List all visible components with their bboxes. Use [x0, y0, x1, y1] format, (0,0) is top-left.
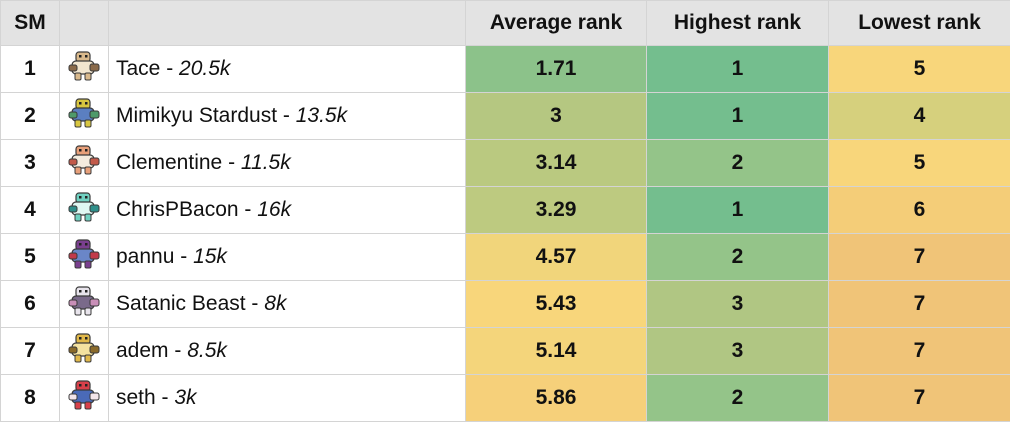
player-name: adem [116, 339, 169, 362]
lowest-rank-cell[interactable]: 6 [829, 187, 1010, 234]
average-rank-cell[interactable]: 5.43 [466, 281, 647, 328]
header-average-rank[interactable]: Average rank [466, 1, 647, 46]
sprite-cell[interactable] [60, 234, 109, 281]
satanic-beast-sprite-icon [65, 282, 103, 326]
sprite-cell[interactable] [60, 140, 109, 187]
sm-cell[interactable]: 1 [1, 46, 60, 93]
lowest-rank-cell[interactable]: 7 [829, 234, 1010, 281]
average-rank-cell[interactable]: 4.57 [466, 234, 647, 281]
sprite-cell[interactable] [60, 46, 109, 93]
average-rank-cell[interactable]: 3.29 [466, 187, 647, 234]
name-cell[interactable]: ChrisPBacon - 16k [109, 187, 466, 234]
lowest-rank-cell[interactable]: 5 [829, 140, 1010, 187]
name-cell[interactable]: Clementine - 11.5k [109, 140, 466, 187]
highest-rank-cell[interactable]: 2 [647, 375, 829, 422]
player-score: 11.5k [241, 151, 291, 174]
sm-cell[interactable]: 3 [1, 140, 60, 187]
player-name: seth [116, 386, 156, 409]
player-name: pannu [116, 245, 174, 268]
sm-cell[interactable]: 6 [1, 281, 60, 328]
player-score: 16k [257, 198, 291, 221]
name-cell[interactable]: Mimikyu Stardust - 13.5k [109, 93, 466, 140]
player-name: Mimikyu Stardust [116, 104, 277, 127]
header-row: SM Average rank Highest rank Lowest rank [1, 1, 1010, 46]
player-score: 8k [264, 292, 286, 315]
player-score: 15k [193, 245, 227, 268]
tace-sprite-icon [65, 47, 103, 91]
sprite-cell[interactable] [60, 281, 109, 328]
highest-rank-cell[interactable]: 1 [647, 93, 829, 140]
highest-rank-cell[interactable]: 1 [647, 187, 829, 234]
name-separator: - [174, 245, 193, 268]
player-name: ChrisPBacon [116, 198, 239, 221]
average-rank-cell[interactable]: 5.86 [466, 375, 647, 422]
header-sm[interactable]: SM [1, 1, 60, 46]
sprite-cell[interactable] [60, 187, 109, 234]
sprite-cell[interactable] [60, 375, 109, 422]
player-name: Tace [116, 57, 160, 80]
name-separator: - [156, 386, 175, 409]
average-rank-cell[interactable]: 1.71 [466, 46, 647, 93]
chrispbacon-sprite-icon [65, 188, 103, 232]
name-separator: - [169, 339, 188, 362]
player-score: 20.5k [179, 57, 230, 80]
mimikyu-stardust-sprite-icon [65, 94, 103, 138]
name-cell[interactable]: pannu - 15k [109, 234, 466, 281]
seth-sprite-icon [65, 376, 103, 420]
name-separator: - [239, 198, 258, 221]
sprite-cell[interactable] [60, 328, 109, 375]
highest-rank-cell[interactable]: 2 [647, 234, 829, 281]
player-name: Satanic Beast [116, 292, 246, 315]
sm-cell[interactable]: 4 [1, 187, 60, 234]
highest-rank-cell[interactable]: 2 [647, 140, 829, 187]
lowest-rank-cell[interactable]: 7 [829, 375, 1010, 422]
name-separator: - [222, 151, 241, 174]
highest-rank-cell[interactable]: 1 [647, 46, 829, 93]
name-separator: - [246, 292, 265, 315]
average-rank-cell[interactable]: 3.14 [466, 140, 647, 187]
name-cell[interactable]: Tace - 20.5k [109, 46, 466, 93]
name-separator: - [277, 104, 296, 127]
player-score: 8.5k [187, 339, 227, 362]
sm-cell[interactable]: 5 [1, 234, 60, 281]
lowest-rank-cell[interactable]: 7 [829, 328, 1010, 375]
header-name[interactable] [109, 1, 466, 46]
pannu-sprite-icon [65, 235, 103, 279]
lowest-rank-cell[interactable]: 5 [829, 46, 1010, 93]
name-cell[interactable]: Satanic Beast - 8k [109, 281, 466, 328]
lowest-rank-cell[interactable]: 7 [829, 281, 1010, 328]
adem-sprite-icon [65, 329, 103, 373]
sm-cell[interactable]: 7 [1, 328, 60, 375]
header-image[interactable] [60, 1, 109, 46]
player-name: Clementine [116, 151, 222, 174]
player-score: 13.5k [296, 104, 347, 127]
sm-cell[interactable]: 2 [1, 93, 60, 140]
name-cell[interactable]: seth - 3k [109, 375, 466, 422]
highest-rank-cell[interactable]: 3 [647, 281, 829, 328]
sprite-cell[interactable] [60, 93, 109, 140]
name-separator: - [160, 57, 179, 80]
player-score: 3k [174, 386, 196, 409]
average-rank-cell[interactable]: 3 [466, 93, 647, 140]
highest-rank-cell[interactable]: 3 [647, 328, 829, 375]
average-rank-cell[interactable]: 5.14 [466, 328, 647, 375]
clementine-sprite-icon [65, 141, 103, 185]
header-lowest-rank[interactable]: Lowest rank [829, 1, 1010, 46]
header-highest-rank[interactable]: Highest rank [647, 1, 829, 46]
name-cell[interactable]: adem - 8.5k [109, 328, 466, 375]
lowest-rank-cell[interactable]: 4 [829, 93, 1010, 140]
sm-cell[interactable]: 8 [1, 375, 60, 422]
